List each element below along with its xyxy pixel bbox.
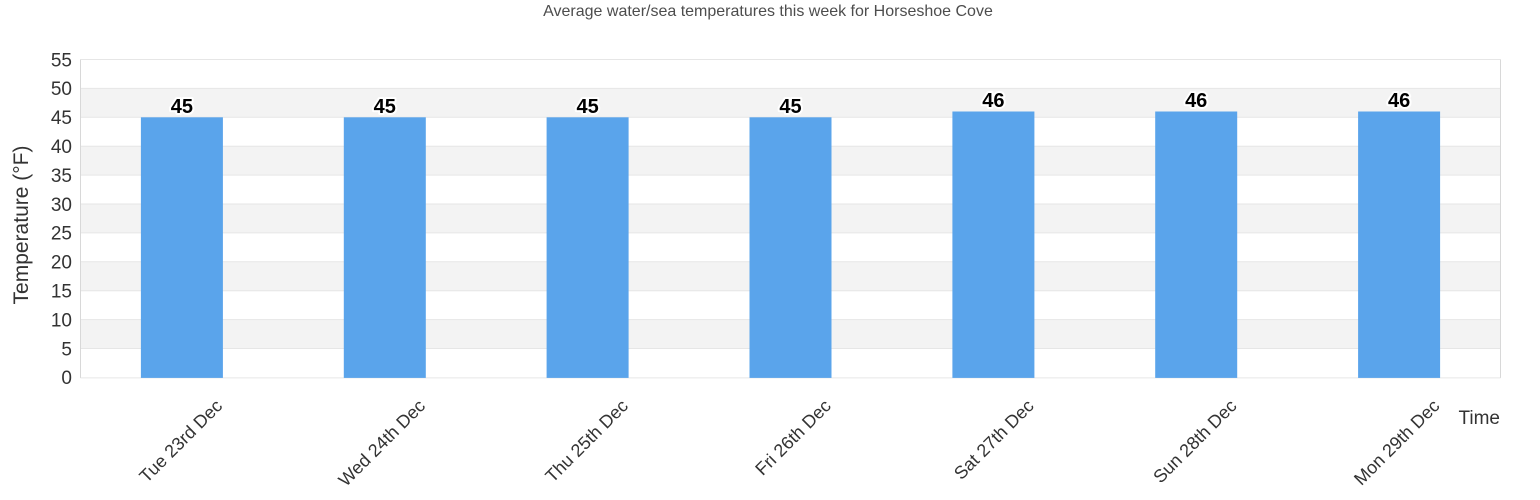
svg-text:40: 40 <box>51 137 72 158</box>
svg-text:15: 15 <box>51 282 72 303</box>
svg-text:20: 20 <box>51 253 72 274</box>
svg-text:30: 30 <box>51 195 72 216</box>
svg-text:55: 55 <box>51 50 72 71</box>
svg-text:45: 45 <box>171 96 193 118</box>
svg-text:0: 0 <box>61 368 72 389</box>
svg-text:Temperature (°F): Temperature (°F) <box>10 146 33 305</box>
svg-text:10: 10 <box>51 310 72 331</box>
svg-text:25: 25 <box>51 224 72 245</box>
svg-text:46: 46 <box>982 90 1004 112</box>
svg-text:35: 35 <box>51 166 72 187</box>
svg-text:46: 46 <box>1388 90 1410 112</box>
svg-text:Time: Time <box>1458 408 1500 429</box>
svg-text:45: 45 <box>51 108 72 129</box>
svg-text:45: 45 <box>374 96 396 118</box>
svg-text:45: 45 <box>576 96 598 118</box>
svg-text:5: 5 <box>61 339 72 360</box>
svg-text:46: 46 <box>1185 90 1207 112</box>
svg-text:45: 45 <box>779 96 801 118</box>
svg-text:Average water/sea temperatures: Average water/sea temperatures this week… <box>543 3 993 20</box>
svg-text:50: 50 <box>51 79 72 100</box>
